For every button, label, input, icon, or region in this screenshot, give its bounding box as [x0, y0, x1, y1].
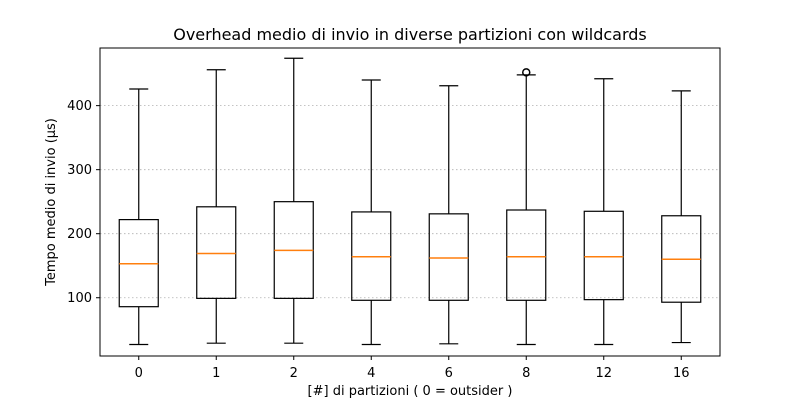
x-axis-label: [#] di partizioni ( 0 = outsider )	[308, 384, 513, 399]
box	[196, 206, 237, 299]
box-group-8	[506, 68, 547, 346]
plot-layer	[118, 57, 702, 346]
y-tick-label: 300	[67, 163, 92, 178]
x-tick-label: 12	[595, 366, 612, 381]
plot-frame	[99, 47, 721, 357]
x-tick-label: 16	[673, 366, 690, 381]
box	[506, 209, 547, 301]
box-group-0	[118, 88, 159, 346]
grid-layer	[100, 105, 720, 299]
y-tick-label: 200	[67, 227, 92, 242]
box	[583, 210, 624, 301]
y-axis-label: Tempo medio di invio (µs)	[44, 118, 59, 287]
x-tick-label: 6	[445, 366, 453, 381]
x-tick-label: 8	[522, 366, 530, 381]
box-group-16	[661, 90, 702, 344]
flier-point	[522, 68, 531, 77]
box-group-6	[428, 85, 469, 345]
box-group-4	[351, 79, 392, 346]
y-tick-label: 400	[67, 99, 92, 114]
x-tick-label: 4	[367, 366, 375, 381]
box-group-1	[196, 69, 237, 344]
box	[428, 213, 469, 301]
y-tick-label: 100	[67, 291, 92, 306]
x-tick-label: 1	[212, 366, 220, 381]
box-group-2	[273, 57, 314, 344]
box-group-12	[583, 78, 624, 346]
x-tick-label: 2	[290, 366, 298, 381]
x-tick-label: 0	[135, 366, 143, 381]
chart-title: Overhead medio di invio in diverse parti…	[173, 25, 647, 44]
